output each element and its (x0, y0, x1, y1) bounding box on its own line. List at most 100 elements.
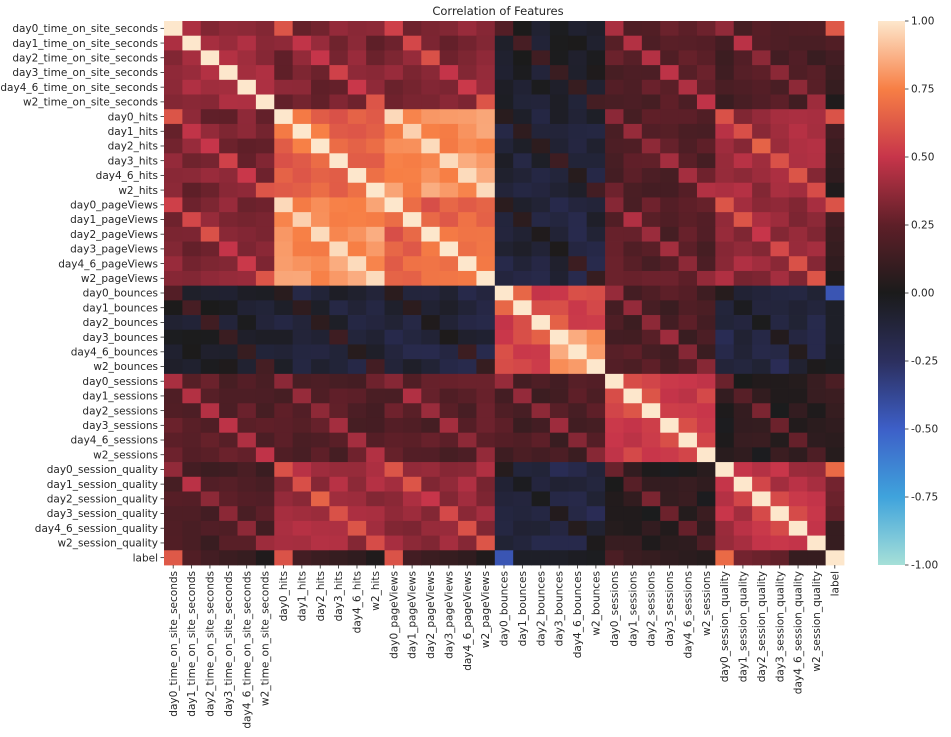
heatmap-cell (715, 388, 735, 404)
heatmap-cell (439, 520, 459, 536)
heatmap-cell (476, 373, 496, 389)
heatmap-cell (696, 432, 716, 448)
y-tick-label: day4_6_hits (96, 170, 158, 182)
heatmap-cell (439, 491, 459, 507)
heatmap-cell (200, 109, 220, 125)
heatmap-cell (182, 344, 202, 360)
heatmap-cell (605, 300, 624, 316)
heatmap-cell (513, 94, 532, 110)
heatmap-cell (292, 388, 312, 404)
heatmap-cell (255, 168, 275, 184)
heatmap-cell (274, 432, 294, 448)
heatmap-cell (476, 520, 496, 536)
heatmap-cell (568, 491, 588, 507)
heatmap-cell (274, 329, 294, 345)
heatmap-cell (825, 35, 845, 51)
heatmap-cell (733, 182, 753, 198)
heatmap-cell (311, 35, 330, 51)
heatmap-cell (274, 21, 294, 37)
heatmap-cell (752, 168, 771, 184)
heatmap-cell (770, 94, 790, 110)
heatmap-cell (311, 79, 330, 95)
heatmap-cell (494, 241, 514, 257)
heatmap-cell (237, 550, 257, 566)
y-tick-label: day2_hits (108, 141, 158, 153)
heatmap-cell (476, 226, 496, 242)
heatmap-cell (549, 35, 569, 51)
heatmap-cell (274, 300, 294, 316)
colorbar-gradient (878, 21, 905, 565)
heatmap-cell (586, 491, 606, 507)
heatmap-cell (219, 168, 238, 184)
heatmap-cell (366, 535, 385, 551)
heatmap-cell (513, 300, 532, 316)
heatmap-cell (825, 94, 845, 110)
heatmap-cell (531, 241, 551, 257)
heatmap-cell (439, 315, 459, 331)
heatmap-cell (164, 300, 183, 316)
heatmap-cell (586, 197, 606, 213)
heatmap-cell (752, 270, 771, 287)
heatmap-cell (605, 168, 624, 184)
heatmap-cell (678, 403, 698, 419)
heatmap-cell (366, 197, 385, 213)
heatmap-cell (807, 359, 827, 375)
heatmap-cell (660, 79, 679, 95)
heatmap-cell (274, 462, 294, 478)
heatmap-cell (733, 329, 753, 345)
heatmap-cell (366, 226, 385, 242)
heatmap-cell (660, 109, 679, 125)
heatmap-cell (200, 50, 220, 66)
heatmap-cell (366, 241, 385, 257)
x-tick-labels: day0_time_on_site_seconds day1_time_on_si… (168, 565, 841, 729)
heatmap-cell (605, 50, 624, 66)
heatmap-cell (347, 285, 367, 301)
heatmap-cell (807, 168, 827, 184)
heatmap-cell (347, 432, 367, 448)
heatmap-cell (696, 417, 716, 434)
heatmap-cell (237, 359, 257, 375)
heatmap-cell (568, 550, 588, 566)
heatmap-cell (237, 153, 257, 169)
heatmap-cell (494, 462, 514, 478)
heatmap-cell (807, 270, 827, 287)
heatmap-cell (458, 256, 477, 272)
heatmap-cell (347, 535, 367, 551)
y-tick-label: day2_bounces (83, 317, 158, 329)
heatmap-cell (274, 138, 294, 154)
heatmap-cell (237, 256, 257, 272)
heatmap-cell (788, 462, 808, 478)
heatmap-cell (402, 123, 422, 140)
heatmap-cell (568, 226, 588, 242)
heatmap-cell (807, 462, 827, 478)
heatmap-cell (439, 373, 459, 389)
heatmap-cell (384, 476, 404, 492)
heatmap-cell (329, 462, 349, 478)
heatmap-cell (733, 21, 753, 37)
heatmap-cell (678, 65, 698, 81)
heatmap-cell (513, 329, 532, 345)
heatmap-cell (549, 388, 569, 404)
heatmap-cell (696, 153, 716, 169)
heatmap-cell (788, 403, 808, 419)
heatmap-cell (586, 520, 606, 536)
heatmap-cell (200, 476, 220, 492)
heatmap-cell (182, 109, 202, 125)
y-tick-label: day4_6_time_on_site_seconds (0, 82, 158, 94)
heatmap-cell (347, 462, 367, 478)
heatmap-cell (347, 373, 367, 389)
heatmap-cell (164, 520, 183, 536)
heatmap-cell (696, 256, 716, 272)
heatmap-cell (237, 388, 257, 404)
heatmap-cell (384, 35, 404, 51)
heatmap-cell (219, 300, 238, 316)
heatmap-cell (568, 21, 588, 37)
heatmap-cell (421, 403, 441, 419)
heatmap-cell (788, 550, 808, 566)
heatmap-cell (549, 550, 569, 566)
heatmap-cell (715, 359, 735, 375)
heatmap-cell (402, 300, 422, 316)
heatmap-cell (586, 79, 606, 95)
heatmap-cell (384, 21, 404, 37)
